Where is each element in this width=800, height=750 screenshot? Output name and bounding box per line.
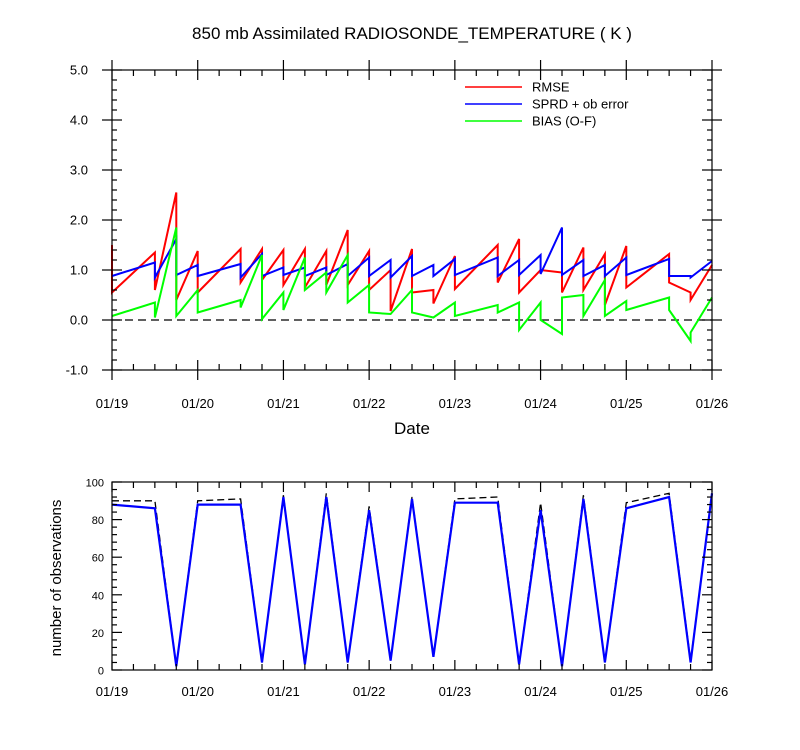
x-tick-label: 01/21	[267, 396, 300, 411]
x-tick-label: 01/24	[524, 396, 557, 411]
x-tick-label: 01/26	[696, 684, 729, 699]
y-tick-label: 60	[92, 553, 104, 565]
bottom-axis-ticks	[111, 481, 713, 671]
y-tick-label: 0	[98, 666, 104, 678]
x-tick-label: 01/24	[524, 684, 557, 699]
series-line-sprd-ob-error	[111, 227, 713, 282]
x-tick-label: 01/25	[610, 684, 643, 699]
top-plot-area	[111, 192, 713, 345]
x-tick-label: 01/22	[353, 684, 386, 699]
top-plot-frame	[111, 69, 713, 371]
series-line-possible-observations	[112, 492, 713, 667]
x-tick-label: 01/23	[439, 684, 472, 699]
y-tick-label: 80	[92, 515, 104, 527]
series-line-rmse	[111, 192, 713, 312]
x-tick-label: 01/22	[353, 396, 386, 411]
chart-title: 850 mb Assimilated RADIOSONDE_TEMPERATUR…	[192, 24, 632, 43]
y-tick-label: 3.0	[70, 163, 88, 178]
rmse-spread-bias-panel: 850 mb Assimilated RADIOSONDE_TEMPERATUR…	[66, 24, 729, 438]
y-tick-label: 100	[86, 478, 104, 490]
y-tick-label: 4.0	[70, 113, 88, 128]
series-line-assimilated-observations	[111, 493, 714, 667]
x-tick-label: 01/26	[696, 396, 729, 411]
x-tick-label: 01/20	[181, 396, 214, 411]
y-tick-label: 5.0	[70, 63, 88, 78]
bottom-x-tick-labels: 01/19 01/20 01/21 01/22 01/23 01/24 01/25 01/26	[96, 684, 729, 699]
x-axis-label: Date	[394, 419, 430, 438]
x-tick-label: 01/25	[610, 396, 643, 411]
y-tick-label: 1.0	[70, 263, 88, 278]
x-tick-label: 01/20	[181, 684, 214, 699]
x-tick-label: 01/19	[96, 396, 129, 411]
series-line-bias-o-f	[111, 227, 713, 345]
legend-label: BIAS (O-F)	[532, 114, 596, 129]
legend: RMSE SPRD + ob error BIAS (O-F)	[465, 80, 629, 129]
y-tick-label: 20	[92, 628, 104, 640]
y-tick-label: 2.0	[70, 213, 88, 228]
y-tick-label: 40	[92, 590, 104, 602]
bottom-plot-area	[111, 492, 714, 667]
x-tick-label: 01/21	[267, 684, 300, 699]
top-y-tick-labels: -1.0 0.0 1.0 2.0 3.0 4.0 5.0	[66, 63, 88, 378]
top-x-tick-labels: 01/19 01/20 01/21 01/22 01/23 01/24 01/25 01/26	[96, 396, 729, 411]
x-tick-label: 01/23	[439, 396, 472, 411]
top-axis-ticks	[102, 60, 722, 380]
y-axis-label: number of observations	[48, 500, 65, 657]
legend-label: RMSE	[532, 80, 570, 95]
bottom-y-tick-labels: 0 20 40 60 80 100	[86, 478, 104, 678]
y-tick-label: 0.0	[70, 313, 88, 328]
bottom-plot-frame	[111, 481, 713, 671]
y-tick-label: -1.0	[66, 363, 88, 378]
x-tick-label: 01/19	[96, 684, 129, 699]
legend-label: SPRD + ob error	[532, 97, 629, 112]
